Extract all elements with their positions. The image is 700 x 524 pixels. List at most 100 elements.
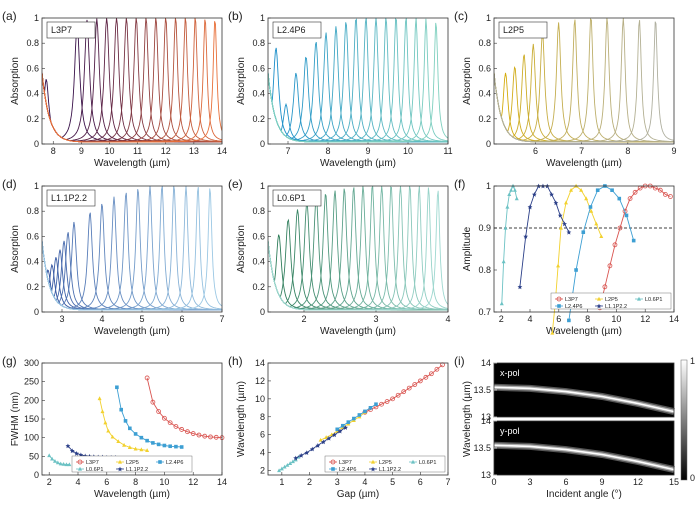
y-tick-label: 6	[260, 430, 265, 440]
x-tick-label: 7	[579, 146, 584, 156]
series-2	[115, 385, 184, 449]
data-point	[331, 467, 335, 471]
panel-a: 8 9 10 11 12 13 14 0 0.2 0.4 0.6 0.8 1 Wavelength (µm…	[2, 9, 227, 169]
x-tick-label: 7	[445, 477, 450, 487]
data-point	[569, 188, 574, 192]
series-line	[146, 377, 223, 439]
legend: L3P7 L2P5 L0.6P1 L2.4P6 L1.1P2.2	[550, 292, 672, 310]
data-point	[632, 189, 638, 195]
y-tick-label: 0.8	[26, 206, 39, 216]
spectrum-line	[268, 72, 448, 143]
legend-entry: L2P5	[126, 460, 139, 466]
plot-frame	[41, 185, 223, 313]
y-tick-label: 12	[255, 376, 265, 386]
y-tick-label: 0.8	[252, 206, 265, 216]
x-tick-label: 4	[99, 314, 104, 324]
data-point	[610, 188, 614, 192]
data-point	[512, 188, 517, 192]
label-frame	[272, 189, 322, 207]
x-tick-label: 3	[527, 477, 532, 487]
x-tick-label: 3	[373, 314, 378, 324]
legend-entry: L2P5	[605, 297, 618, 303]
panel-b: 7 8 9 10 11 0 0.2 0.4 0.6 0.8 1 Wavelength (µm) Abso…	[228, 9, 453, 169]
data-point	[627, 196, 633, 202]
x-tick-label: 8	[133, 477, 138, 487]
x-tick-label: 6	[563, 477, 568, 487]
y-tick-label: 0.2	[26, 114, 39, 124]
series-0	[597, 183, 673, 311]
y-tick-label: 0.8	[478, 38, 491, 48]
data-point	[374, 402, 378, 407]
x-axis-label: Wavelength (µm)	[94, 326, 170, 337]
data-point	[290, 459, 295, 464]
y-tick-label: 0.4	[26, 257, 39, 267]
plot-frame	[493, 185, 675, 313]
y-tick-label: 0	[34, 139, 39, 149]
data-point	[168, 444, 172, 449]
data-point	[357, 413, 362, 417]
data-point	[293, 455, 299, 461]
x-tick-label: 5	[139, 314, 144, 324]
panel-label: (g)	[2, 354, 17, 368]
series-line	[551, 185, 602, 334]
y-tick-label: 0.2	[252, 282, 265, 292]
data-point	[293, 457, 298, 462]
y-tick-label: 0.7	[478, 307, 491, 317]
y-tick-label: 0	[260, 139, 265, 149]
data-point	[527, 204, 533, 210]
data-point	[61, 461, 66, 466]
data-point	[173, 424, 179, 429]
legend-frame	[550, 292, 672, 310]
legend-entry: L3P7	[565, 297, 578, 303]
y-tick-label: 0.2	[252, 114, 265, 124]
data-point	[337, 428, 343, 434]
spectrum-line	[42, 240, 222, 311]
data-point	[343, 425, 348, 430]
x-tick-label: 6	[533, 146, 538, 156]
data-point	[602, 284, 608, 290]
data-point	[320, 439, 326, 445]
data-point	[133, 432, 138, 436]
series-3	[567, 184, 636, 323]
y-axis-label: Absorption	[236, 57, 247, 105]
plot-frame	[267, 17, 449, 145]
structure-label-box: L2P5	[498, 21, 548, 39]
colorbar-gradient	[680, 359, 688, 481]
data-point	[668, 194, 673, 199]
x-tick-label: 10	[403, 146, 413, 156]
x-tick-label: 2	[307, 477, 312, 487]
y-axis-label: Absorption	[462, 57, 473, 105]
series-0	[144, 375, 225, 441]
legend-entry: L2.4P6	[166, 460, 183, 466]
data-point	[509, 188, 514, 192]
x-tick-label: 7	[219, 314, 224, 324]
data-point	[288, 461, 293, 465]
series-4	[517, 183, 572, 290]
data-point	[202, 433, 208, 439]
panel-label: (h)	[228, 354, 243, 368]
legend-entry: L2.4P6	[565, 304, 582, 310]
polarization-label: y-pol	[500, 426, 520, 436]
y-tick-label: 0.6	[478, 63, 491, 73]
series-line	[568, 185, 635, 321]
x-tick-label: 2	[47, 477, 52, 487]
legend-entry: L0.6P1	[86, 467, 103, 473]
data-point	[617, 196, 622, 201]
data-point	[58, 461, 63, 466]
data-point	[595, 188, 600, 192]
y-axis-label: Amplitude	[462, 226, 473, 271]
data-point	[285, 462, 290, 467]
data-point	[123, 419, 128, 423]
data-point	[110, 434, 115, 439]
x-axis-label: Gap (µm)	[337, 489, 379, 500]
data-point	[179, 445, 184, 449]
y-tick-label: 1	[486, 13, 491, 23]
data-point	[50, 456, 55, 461]
data-point	[52, 458, 57, 463]
data-point	[584, 196, 589, 201]
data-point	[370, 466, 376, 472]
x-tick-label: 7	[285, 146, 290, 156]
data-point	[139, 435, 144, 440]
x-tick-label: 6	[418, 477, 423, 487]
series-3	[47, 453, 72, 467]
